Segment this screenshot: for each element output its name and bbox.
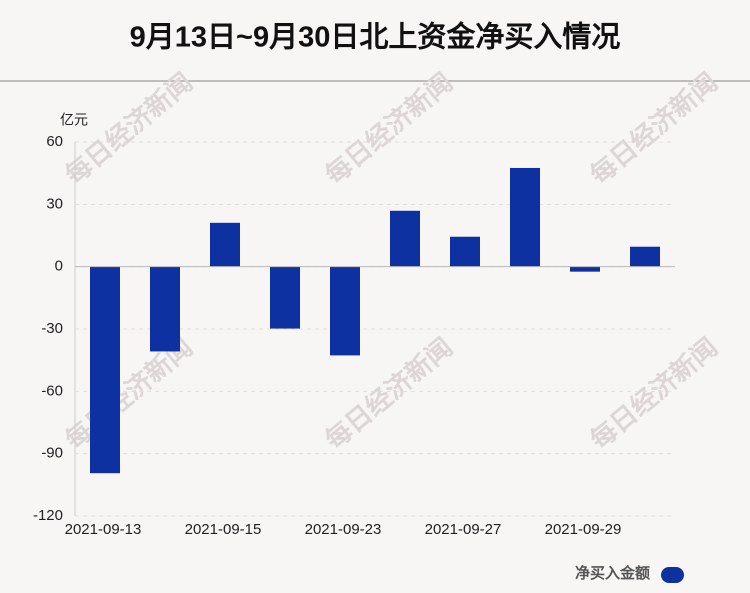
x-tick-label: 2021-09-23 [305, 521, 382, 538]
legend-label: 净买入金额 [575, 564, 650, 582]
bar [270, 266, 300, 329]
chart-title: 9月13日~9月30日北上资金净买入情况 [130, 20, 621, 54]
y-tick-label: 0 [55, 258, 63, 275]
x-tick-label: 2021-09-15 [185, 521, 262, 538]
x-tick-label: 2021-09-29 [545, 521, 622, 538]
y-tick-label: -60 [41, 382, 63, 399]
bar [390, 210, 420, 267]
y-tick-label: 60 [46, 133, 63, 150]
bar [630, 246, 660, 267]
x-tick-label: 2021-09-27 [425, 521, 502, 538]
bar [330, 266, 360, 356]
x-tick-label: 2021-09-13 [65, 521, 142, 538]
y-axis-label: 亿元 [60, 112, 88, 128]
y-tick-label: -120 [33, 507, 63, 524]
legend-swatch [661, 567, 684, 583]
y-tick-label: -90 [41, 445, 63, 462]
bar [210, 222, 240, 267]
y-tick-label: 30 [46, 195, 63, 212]
bar [450, 236, 480, 267]
y-tick-label: -30 [41, 320, 63, 337]
bar [90, 266, 120, 474]
bar [510, 167, 540, 267]
bar [570, 266, 600, 272]
bar [150, 266, 180, 352]
